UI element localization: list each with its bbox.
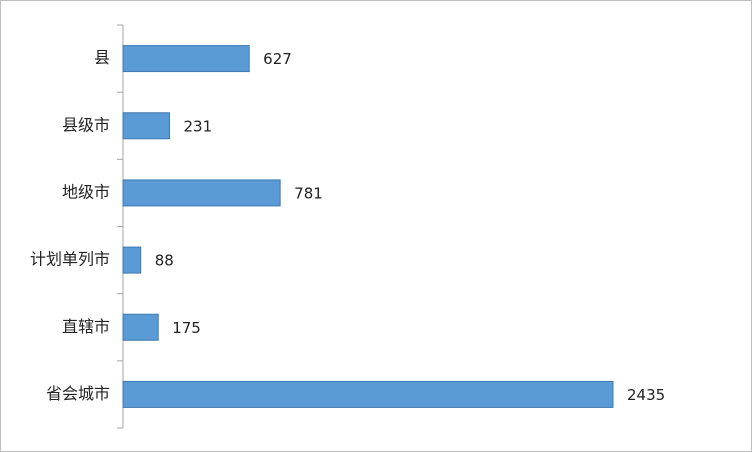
category-label: 计划单列市 xyxy=(30,250,110,269)
value-label: 88 xyxy=(155,252,174,270)
bar xyxy=(122,246,142,274)
bar xyxy=(122,179,281,207)
value-label: 781 xyxy=(294,184,323,202)
bar xyxy=(122,45,250,73)
category-label: 直辖市 xyxy=(62,317,110,336)
value-label: 2435 xyxy=(627,386,665,404)
category-label: 县 xyxy=(94,48,110,67)
value-label: 627 xyxy=(263,50,292,68)
category-label: 省会城市 xyxy=(46,384,110,403)
category-label: 地级市 xyxy=(62,182,110,201)
bar xyxy=(122,112,170,140)
bar xyxy=(122,313,159,341)
value-label: 175 xyxy=(172,319,201,337)
category-label: 县级市 xyxy=(62,115,110,134)
bar xyxy=(122,380,614,408)
value-label: 231 xyxy=(183,117,212,135)
